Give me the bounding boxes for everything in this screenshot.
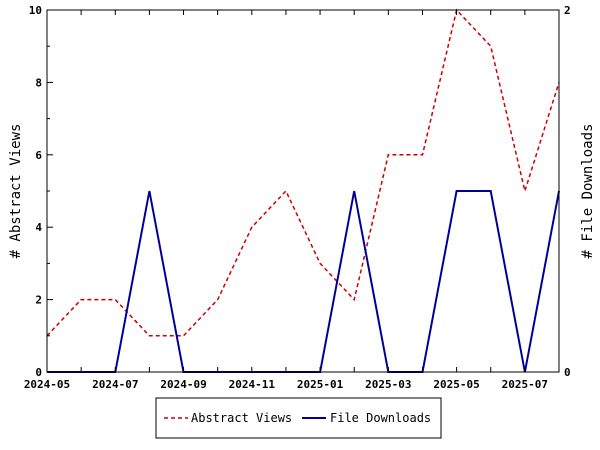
x-tick-label: 2024-11 <box>229 378 276 391</box>
y-tick-label: 4 <box>35 221 42 234</box>
y-right-tick-label: 2 <box>564 4 571 17</box>
legend-label-1: File Downloads <box>330 411 431 425</box>
x-tick-label: 2025-05 <box>433 378 479 391</box>
y-tick-label: 10 <box>29 4 42 17</box>
x-tick-label: 2025-03 <box>365 378 411 391</box>
series-line-0 <box>46 8 560 337</box>
x-tick-label: 2025-01 <box>297 378 344 391</box>
series-line-1 <box>47 190 560 373</box>
x-tick-label: 2025-07 <box>502 378 548 391</box>
y-tick-label: 2 <box>35 294 42 307</box>
legend: Abstract Views File Downloads <box>155 397 442 439</box>
y-tick-label: 6 <box>35 149 42 162</box>
x-tick-label: 2024-07 <box>92 378 138 391</box>
y-tick-label: 0 <box>35 366 42 379</box>
axes-layer: 2024-05 2024-07 2024-09 2024-11 2025-01 2025-… <box>8 4 596 391</box>
y-axis-title: # Abstract Views <box>8 124 24 259</box>
series-layer <box>46 8 560 373</box>
y-tick-label: 8 <box>35 76 42 89</box>
x-tick-label: 2024-05 <box>24 378 70 391</box>
legend-label-0: Abstract Views <box>191 411 292 425</box>
y-right-tick-label: 0 <box>564 366 571 379</box>
y-right-axis-title: # File Downloads <box>580 124 596 259</box>
x-tick-label: 2024-09 <box>160 378 206 391</box>
legend-box <box>155 397 442 439</box>
